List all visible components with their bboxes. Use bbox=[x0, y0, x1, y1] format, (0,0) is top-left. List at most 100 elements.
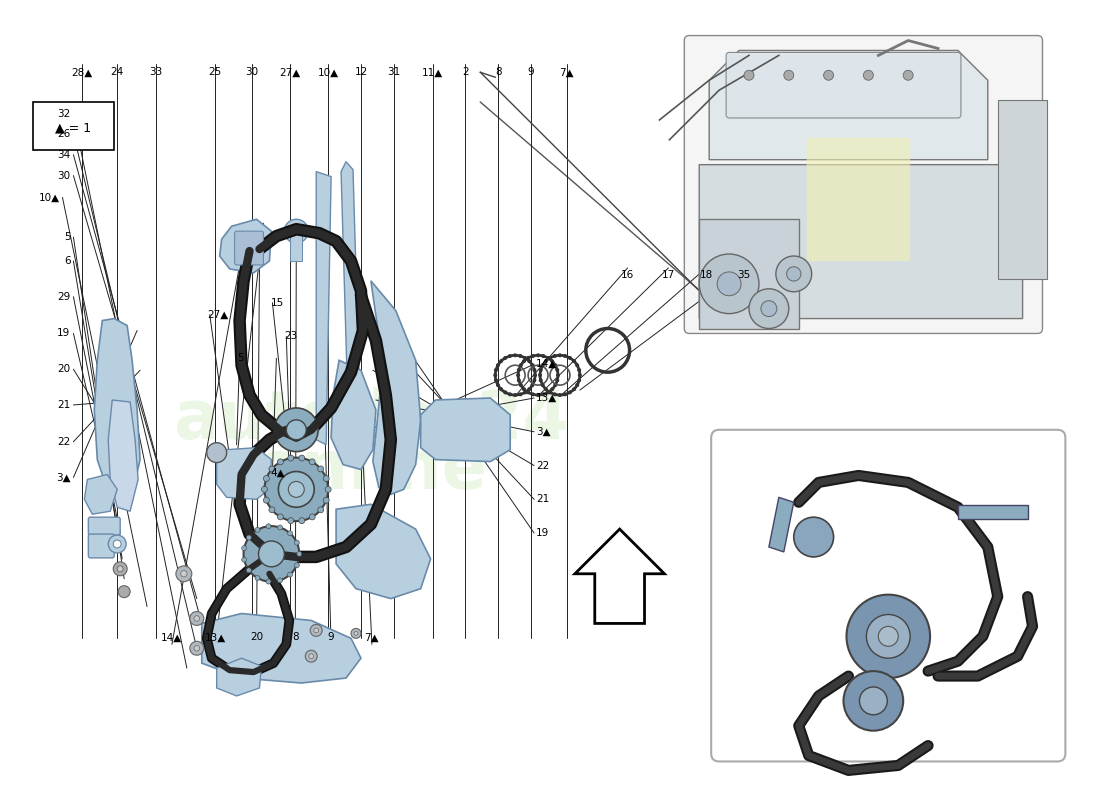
Circle shape bbox=[568, 390, 572, 394]
Text: 33: 33 bbox=[150, 67, 163, 78]
Circle shape bbox=[262, 486, 267, 492]
Circle shape bbox=[295, 540, 299, 545]
Circle shape bbox=[524, 390, 527, 394]
Circle shape bbox=[527, 387, 531, 391]
Circle shape bbox=[516, 373, 520, 377]
Circle shape bbox=[717, 272, 741, 296]
Polygon shape bbox=[220, 219, 272, 273]
Circle shape bbox=[847, 594, 931, 678]
Circle shape bbox=[309, 654, 313, 658]
Text: 18: 18 bbox=[700, 270, 713, 280]
Text: 21: 21 bbox=[536, 494, 549, 504]
Circle shape bbox=[108, 535, 126, 553]
Circle shape bbox=[113, 562, 128, 576]
Text: 9: 9 bbox=[328, 632, 334, 642]
Circle shape bbox=[243, 526, 299, 582]
Circle shape bbox=[242, 558, 246, 562]
Circle shape bbox=[536, 393, 540, 397]
Circle shape bbox=[553, 392, 557, 396]
Text: 13▲: 13▲ bbox=[536, 393, 558, 403]
Circle shape bbox=[527, 359, 531, 363]
Circle shape bbox=[118, 586, 130, 598]
Circle shape bbox=[556, 378, 559, 382]
Circle shape bbox=[287, 530, 293, 536]
Circle shape bbox=[255, 575, 260, 581]
Circle shape bbox=[323, 498, 329, 503]
Text: 20: 20 bbox=[250, 632, 263, 642]
Circle shape bbox=[541, 392, 546, 396]
Circle shape bbox=[258, 541, 284, 567]
Circle shape bbox=[295, 562, 299, 568]
Circle shape bbox=[246, 568, 252, 573]
Text: 24: 24 bbox=[111, 67, 124, 78]
Text: 8: 8 bbox=[495, 67, 502, 78]
Circle shape bbox=[277, 525, 283, 530]
Polygon shape bbox=[331, 360, 376, 470]
Circle shape bbox=[548, 356, 552, 360]
Circle shape bbox=[266, 524, 271, 529]
Polygon shape bbox=[95, 318, 140, 499]
Circle shape bbox=[514, 393, 517, 397]
Circle shape bbox=[844, 671, 903, 730]
Circle shape bbox=[572, 359, 576, 363]
Text: 6: 6 bbox=[64, 256, 70, 266]
Circle shape bbox=[118, 566, 123, 572]
Circle shape bbox=[558, 354, 562, 358]
Text: 14▲: 14▲ bbox=[536, 359, 558, 370]
Circle shape bbox=[548, 390, 552, 394]
Circle shape bbox=[553, 383, 558, 387]
Polygon shape bbox=[420, 398, 510, 462]
Polygon shape bbox=[341, 162, 361, 444]
Text: 10▲: 10▲ bbox=[318, 67, 339, 78]
Circle shape bbox=[318, 466, 323, 472]
Circle shape bbox=[263, 498, 270, 503]
Circle shape bbox=[266, 579, 271, 584]
Circle shape bbox=[519, 383, 522, 387]
Circle shape bbox=[539, 368, 542, 372]
Circle shape bbox=[326, 486, 331, 492]
Circle shape bbox=[536, 354, 540, 358]
Circle shape bbox=[556, 373, 560, 377]
Text: 9: 9 bbox=[528, 67, 535, 78]
Circle shape bbox=[864, 70, 873, 80]
Circle shape bbox=[519, 363, 522, 367]
Text: 17: 17 bbox=[662, 270, 675, 280]
Circle shape bbox=[318, 507, 323, 513]
Circle shape bbox=[546, 356, 550, 360]
Text: 21: 21 bbox=[57, 400, 70, 410]
Circle shape bbox=[268, 507, 275, 513]
Circle shape bbox=[878, 626, 899, 646]
Circle shape bbox=[309, 459, 316, 465]
Text: 3▲: 3▲ bbox=[56, 473, 70, 482]
Circle shape bbox=[563, 392, 568, 396]
Text: 28▲: 28▲ bbox=[72, 67, 94, 78]
Circle shape bbox=[531, 392, 535, 396]
Text: 5: 5 bbox=[238, 354, 244, 363]
Text: 26: 26 bbox=[57, 129, 70, 139]
Text: 23: 23 bbox=[284, 331, 298, 342]
Circle shape bbox=[578, 373, 582, 377]
Circle shape bbox=[546, 390, 550, 394]
Polygon shape bbox=[998, 100, 1047, 279]
Polygon shape bbox=[371, 281, 420, 494]
Circle shape bbox=[572, 387, 576, 391]
Circle shape bbox=[503, 390, 507, 394]
Circle shape bbox=[563, 354, 568, 358]
Circle shape bbox=[277, 578, 283, 583]
Circle shape bbox=[786, 266, 801, 281]
Circle shape bbox=[556, 368, 559, 372]
Circle shape bbox=[522, 359, 526, 363]
Circle shape bbox=[558, 393, 562, 397]
Text: 35: 35 bbox=[737, 270, 750, 280]
Circle shape bbox=[575, 363, 580, 367]
Circle shape bbox=[268, 466, 275, 472]
Circle shape bbox=[761, 301, 777, 317]
Circle shape bbox=[494, 368, 498, 372]
Text: 11▲: 11▲ bbox=[422, 67, 443, 78]
Circle shape bbox=[263, 475, 270, 482]
Text: autodoc24: autodoc24 bbox=[173, 387, 569, 453]
Text: 20: 20 bbox=[57, 364, 70, 374]
Polygon shape bbox=[85, 474, 118, 514]
Text: 2: 2 bbox=[462, 67, 469, 78]
Text: 15: 15 bbox=[271, 298, 284, 308]
